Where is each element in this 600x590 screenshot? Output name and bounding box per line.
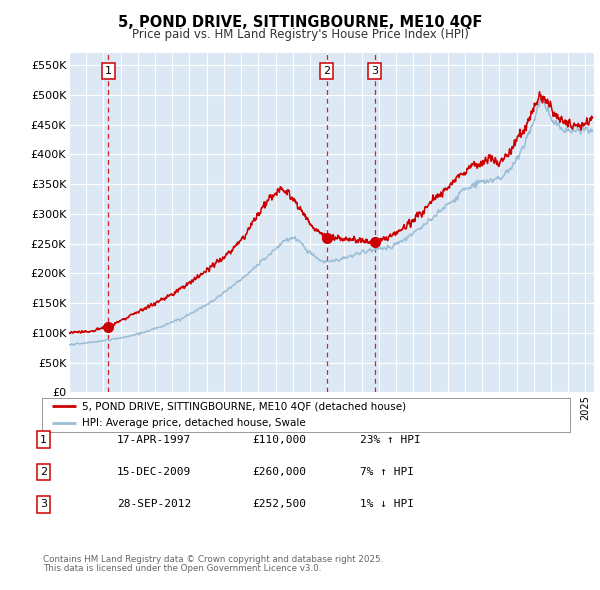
Text: 1: 1 <box>105 66 112 76</box>
Text: £260,000: £260,000 <box>252 467 306 477</box>
Text: Price paid vs. HM Land Registry's House Price Index (HPI): Price paid vs. HM Land Registry's House … <box>131 28 469 41</box>
Text: 2: 2 <box>40 467 47 477</box>
Text: 7% ↑ HPI: 7% ↑ HPI <box>360 467 414 477</box>
Text: 5, POND DRIVE, SITTINGBOURNE, ME10 4QF: 5, POND DRIVE, SITTINGBOURNE, ME10 4QF <box>118 15 482 30</box>
Text: £252,500: £252,500 <box>252 500 306 509</box>
Text: 3: 3 <box>371 66 378 76</box>
Text: £110,000: £110,000 <box>252 435 306 444</box>
Text: 5, POND DRIVE, SITTINGBOURNE, ME10 4QF (detached house): 5, POND DRIVE, SITTINGBOURNE, ME10 4QF (… <box>82 401 406 411</box>
Text: 28-SEP-2012: 28-SEP-2012 <box>117 500 191 509</box>
Text: 3: 3 <box>40 500 47 509</box>
Text: 1: 1 <box>40 435 47 444</box>
Text: 2: 2 <box>323 66 330 76</box>
Text: This data is licensed under the Open Government Licence v3.0.: This data is licensed under the Open Gov… <box>43 564 322 573</box>
Text: HPI: Average price, detached house, Swale: HPI: Average price, detached house, Swal… <box>82 418 305 428</box>
Text: 15-DEC-2009: 15-DEC-2009 <box>117 467 191 477</box>
Text: 17-APR-1997: 17-APR-1997 <box>117 435 191 444</box>
Text: 1% ↓ HPI: 1% ↓ HPI <box>360 500 414 509</box>
Text: 23% ↑ HPI: 23% ↑ HPI <box>360 435 421 444</box>
Text: Contains HM Land Registry data © Crown copyright and database right 2025.: Contains HM Land Registry data © Crown c… <box>43 555 383 563</box>
